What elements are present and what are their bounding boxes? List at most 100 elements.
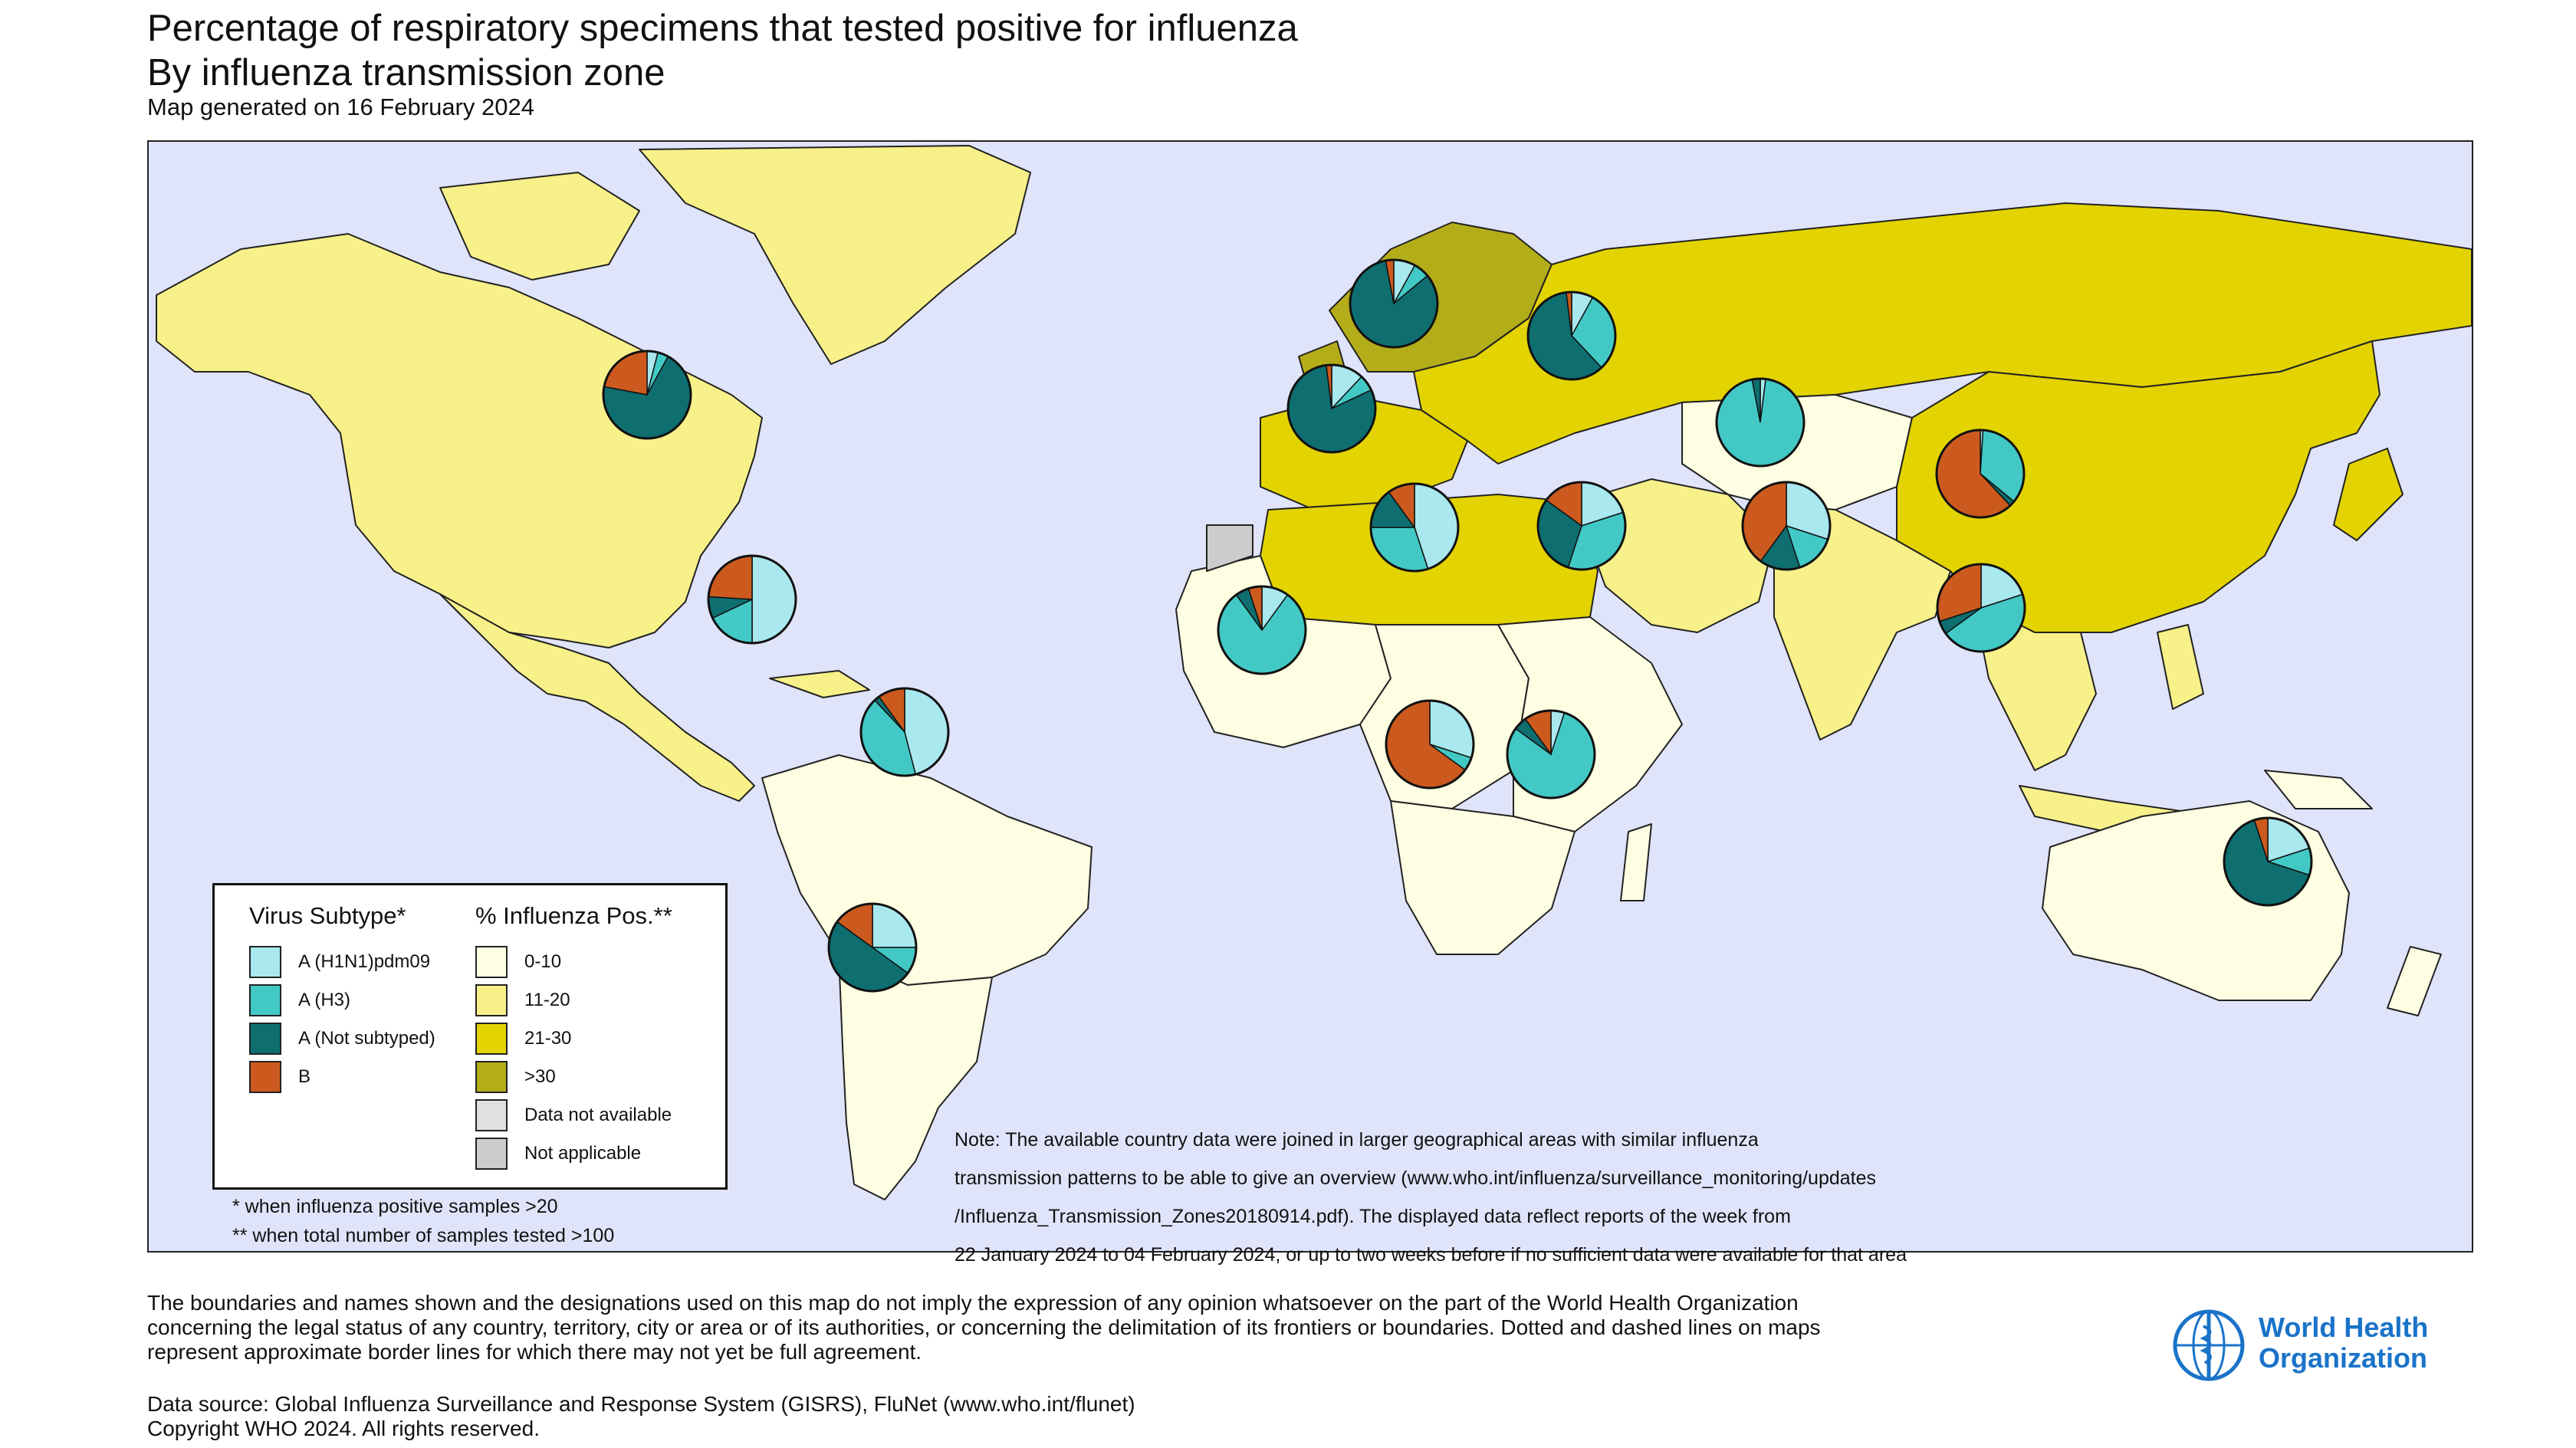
data-source: Data source: Global Influenza Surveillan… [147, 1392, 1135, 1441]
legend-subtype-title: Virus Subtype* [249, 902, 406, 929]
pie-outline [1936, 563, 2026, 653]
pie-slice-h1n1 [751, 555, 797, 644]
map-legend: Virus Subtype* % Influenza Pos.** A (H1N… [212, 883, 728, 1190]
pie-outline [2223, 816, 2313, 907]
pie-chart [1715, 377, 1806, 468]
legend-label: 0-10 [524, 951, 562, 972]
land-temperate-south-america [838, 954, 993, 1200]
pie-chart [1217, 585, 1307, 675]
map-generated-date: Map generated on 16 February 2024 [147, 94, 534, 120]
legend-pos-21-30: 21-30 [475, 1021, 571, 1056]
source-line-1: Data source: Global Influenza Surveillan… [147, 1392, 1135, 1416]
legend-footnote-1: * when influenza positive samples >20 [232, 1196, 558, 1217]
note-line-3: /Influenza_Transmission_Zones20180914.pd… [955, 1206, 1791, 1227]
pie-outline [602, 350, 692, 440]
legend-label: B [298, 1066, 311, 1087]
legend-pos-not-applicable: Not applicable [475, 1136, 641, 1171]
swatch-pos-11-20 [475, 984, 508, 1016]
pie-chart [1286, 363, 1377, 454]
legend-label: 11-20 [524, 990, 570, 1010]
pie-outline [1217, 585, 1307, 675]
swatch-h1n1 [249, 946, 281, 978]
land-eastern-europe-russia [1413, 202, 2472, 465]
pie-outline [1385, 699, 1475, 790]
legend-label: 21-30 [524, 1028, 572, 1049]
legend-subtype-h1n1: A (H1N1)pdm09 [249, 944, 430, 980]
who-logo: World Health Organization [2167, 1303, 2443, 1387]
disclaimer-line-2: concerning the legal status of any count… [147, 1315, 1821, 1339]
pie-chart [827, 902, 918, 993]
pie-chart [1935, 428, 2026, 519]
legend-subtype-h3: A (H3) [249, 983, 350, 1018]
swatch-pos-0-10 [475, 946, 508, 978]
disclaimer: The boundaries and names shown and the d… [147, 1291, 1949, 1364]
legend-subtype-b: B [249, 1059, 310, 1095]
pie-chart [859, 687, 950, 777]
pie-outline [1935, 428, 2026, 519]
land-tropical-south-america [761, 754, 1092, 986]
pie-chart [1936, 563, 2026, 653]
land-north-america [156, 233, 763, 648]
note-line-4: 22 January 2024 to 04 February 2024, or … [955, 1244, 1907, 1266]
legend-label: A (H1N1)pdm09 [298, 951, 431, 972]
pie-chart [2223, 816, 2313, 907]
legend-pos-no-data: Data not available [475, 1098, 672, 1133]
legend-label: Data not available [524, 1105, 672, 1125]
pie-outline [1741, 481, 1832, 571]
land-australia [2042, 800, 2350, 1001]
pie-chart [1385, 699, 1475, 790]
who-wordmark-line-2: Organization [2259, 1342, 2428, 1374]
map-canvas [156, 145, 2472, 1200]
pie-chart [1741, 481, 1832, 571]
copyright: Copyright WHO 2024. All rights reserved. [147, 1417, 540, 1440]
pie-chart [1526, 291, 1617, 381]
land-madagascar [1620, 823, 1652, 901]
legend-pos-11-20: 11-20 [475, 983, 570, 1018]
swatch-pos-21-30 [475, 1023, 508, 1055]
swatch-b [249, 1061, 281, 1093]
swatch-pos-gt30 [475, 1061, 508, 1093]
swatch-not-subtyped [249, 1023, 281, 1055]
legend-label: A (H3) [298, 990, 351, 1010]
land-greenland [639, 145, 1031, 365]
legend-subtype-not-subtyped: A (Not subtyped) [249, 1021, 435, 1056]
legend-pos-gt30: >30 [475, 1059, 556, 1095]
pie-chart [1349, 258, 1439, 349]
land-philippines [2157, 624, 2204, 710]
pie-outline [1506, 709, 1596, 800]
pie-outline [1526, 291, 1617, 381]
disclaimer-line-1: The boundaries and names shown and the d… [147, 1291, 1799, 1315]
note-line-1: Note: The available country data were jo… [955, 1129, 1759, 1151]
pie-outline [1715, 377, 1806, 468]
pie-chart [1506, 709, 1596, 800]
who-wordmark: World Health Organization [2259, 1312, 2428, 1374]
land-new-guinea [2264, 770, 2373, 809]
legend-positivity-title: % Influenza Pos.** [475, 902, 672, 929]
pie-outline [859, 687, 950, 777]
swatch-no-data [475, 1099, 508, 1131]
map-note: Note: The available country data were jo… [955, 1121, 2028, 1274]
disclaimer-line-3: represent approximate border lines for w… [147, 1340, 922, 1364]
legend-label: A (Not subtyped) [298, 1028, 435, 1049]
pie-chart [1536, 481, 1627, 571]
land-new-zealand [2387, 946, 2442, 1016]
legend-label: >30 [524, 1066, 556, 1087]
map-title: Percentage of respiratory specimens that… [147, 6, 1298, 95]
title-line-1: Percentage of respiratory specimens that… [147, 8, 1298, 49]
pie-chart [707, 554, 797, 645]
note-line-2: transmission patterns to be able to give… [955, 1167, 1877, 1189]
land-southern-africa [1390, 800, 1576, 955]
swatch-not-applicable [475, 1138, 508, 1170]
land-caribbean [769, 670, 870, 698]
pie-chart [1369, 482, 1460, 573]
pie-outline [1369, 482, 1460, 573]
land-western-sahara [1206, 524, 1254, 572]
title-line-2: By influenza transmission zone [147, 52, 665, 94]
who-wordmark-line-1: World Health [2259, 1312, 2429, 1343]
pie-outline [1349, 258, 1439, 349]
pie-outline [707, 554, 797, 645]
pie-outline [827, 902, 918, 993]
pie-outline [1536, 481, 1627, 571]
who-emblem-icon [2173, 1309, 2245, 1381]
pie-outline [1286, 363, 1377, 454]
